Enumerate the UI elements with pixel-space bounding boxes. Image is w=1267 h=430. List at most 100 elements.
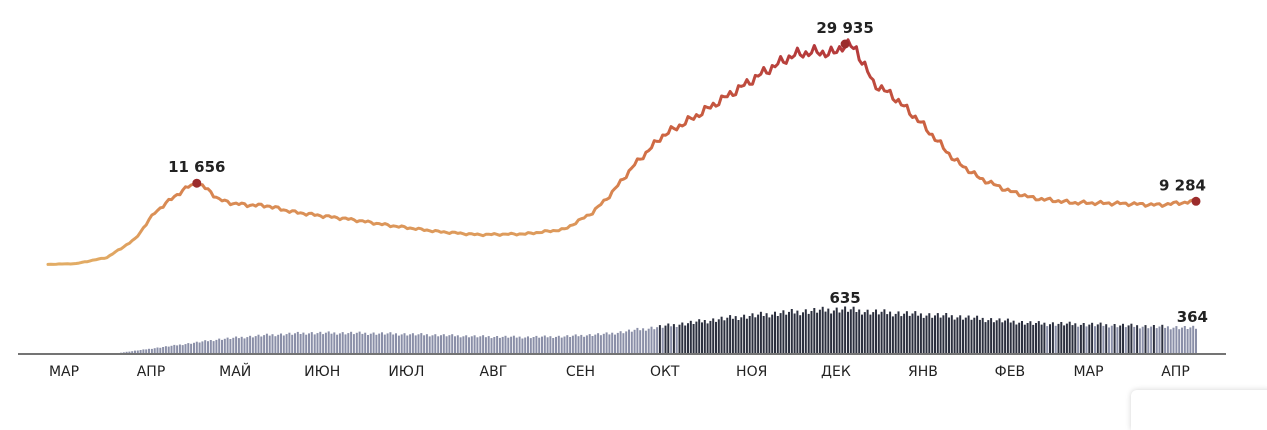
deaths-bar [432, 335, 434, 353]
deaths-bar [926, 316, 928, 353]
deaths-bar [651, 327, 653, 353]
cases-highlight-dot [192, 179, 201, 188]
deaths-bar [375, 335, 377, 353]
deaths-bar [889, 312, 891, 353]
deaths-bar [1052, 322, 1054, 353]
deaths-bar [179, 345, 181, 354]
deaths-bar [1130, 324, 1132, 353]
deaths-bar [308, 333, 310, 353]
deaths-bar [387, 333, 389, 353]
deaths-bar [165, 346, 167, 353]
deaths-bar [471, 336, 473, 353]
deaths-bar [1094, 326, 1096, 353]
deaths-bar [912, 314, 914, 354]
deaths-bar [766, 313, 768, 353]
deaths-bar [763, 316, 765, 353]
deaths-bar [513, 336, 515, 353]
deaths-bar [1069, 322, 1071, 353]
deaths-bar [544, 336, 546, 354]
deaths-bar [1100, 323, 1102, 353]
deaths-bar [780, 313, 782, 353]
deaths-bar [993, 322, 995, 353]
deaths-bar [258, 335, 260, 353]
deaths-bar [274, 336, 276, 353]
deaths-bar [162, 347, 164, 353]
deaths-bar [808, 314, 810, 353]
deaths-bar [524, 338, 526, 354]
deaths-bar [594, 335, 596, 353]
deaths-bar [782, 310, 784, 353]
deaths-bar [723, 320, 725, 353]
deaths-bar [942, 315, 944, 353]
deaths-bar [712, 318, 714, 353]
cases-highlight-label: 11 656 [168, 158, 225, 176]
deaths-bar [771, 315, 773, 353]
deaths-bar [693, 324, 695, 353]
deaths-bar [370, 334, 372, 353]
deaths-bar [1159, 327, 1161, 354]
deaths-bar [844, 307, 846, 354]
deaths-bar [182, 345, 184, 353]
deaths-bar [561, 338, 563, 353]
deaths-bar [1063, 325, 1065, 353]
deaths-highlight-label: 635 [829, 289, 860, 307]
deaths-bar [566, 335, 568, 353]
deaths-bar [238, 338, 240, 353]
deaths-bar [639, 330, 641, 353]
deaths-bar [499, 338, 501, 353]
deaths-bar [979, 320, 981, 353]
deaths-bar [886, 314, 888, 353]
deaths-bar [171, 346, 173, 353]
deaths-bar [785, 315, 787, 353]
deaths-bar [608, 334, 610, 353]
deaths-bar [965, 318, 967, 353]
deaths-bar [1164, 328, 1166, 353]
deaths-bar [440, 335, 442, 353]
deaths-bar [575, 334, 577, 353]
deaths-bar [454, 336, 456, 353]
deaths-bar [317, 333, 319, 353]
deaths-bar [665, 326, 667, 353]
deaths-bar [645, 331, 647, 353]
deaths-bar [1156, 328, 1158, 353]
deaths-bar [788, 312, 790, 353]
deaths-bar [796, 311, 798, 353]
deaths-bar [131, 351, 133, 353]
deaths-bar [833, 311, 835, 354]
deaths-bar [263, 335, 265, 353]
deaths-bar [1072, 325, 1074, 353]
deaths-bar [350, 332, 352, 353]
deaths-bar [611, 333, 613, 353]
x-tick-label: МАР [49, 364, 79, 380]
deaths-bar [923, 318, 925, 353]
x-tick-label: АВГ [480, 364, 508, 380]
deaths-bar [802, 312, 804, 353]
deaths-bar [359, 332, 361, 353]
deaths-bar [1147, 328, 1149, 353]
deaths-bar [572, 336, 574, 353]
deaths-bar [173, 345, 175, 353]
deaths-bar [1105, 324, 1107, 353]
deaths-bar [474, 335, 476, 353]
deaths-bar [404, 333, 406, 353]
deaths-bar [701, 322, 703, 353]
deaths-bar [1181, 328, 1183, 353]
deaths-bar [530, 338, 532, 353]
deaths-bar [1161, 325, 1163, 353]
deaths-bar [954, 320, 956, 353]
corner-card [1131, 390, 1267, 430]
deaths-bar [875, 310, 877, 354]
deaths-bar [791, 309, 793, 353]
cases-highlight-dot [841, 40, 850, 49]
deaths-bar [140, 350, 142, 353]
deaths-bar [446, 336, 448, 353]
deaths-bar [325, 333, 327, 353]
deaths-bar [914, 311, 916, 353]
deaths-bar [266, 334, 268, 353]
deaths-bar [535, 336, 537, 353]
deaths-bar [1187, 329, 1189, 353]
deaths-bar [836, 308, 838, 353]
deaths-bar [502, 337, 504, 353]
deaths-bar [903, 314, 905, 353]
deaths-bar [314, 334, 316, 353]
